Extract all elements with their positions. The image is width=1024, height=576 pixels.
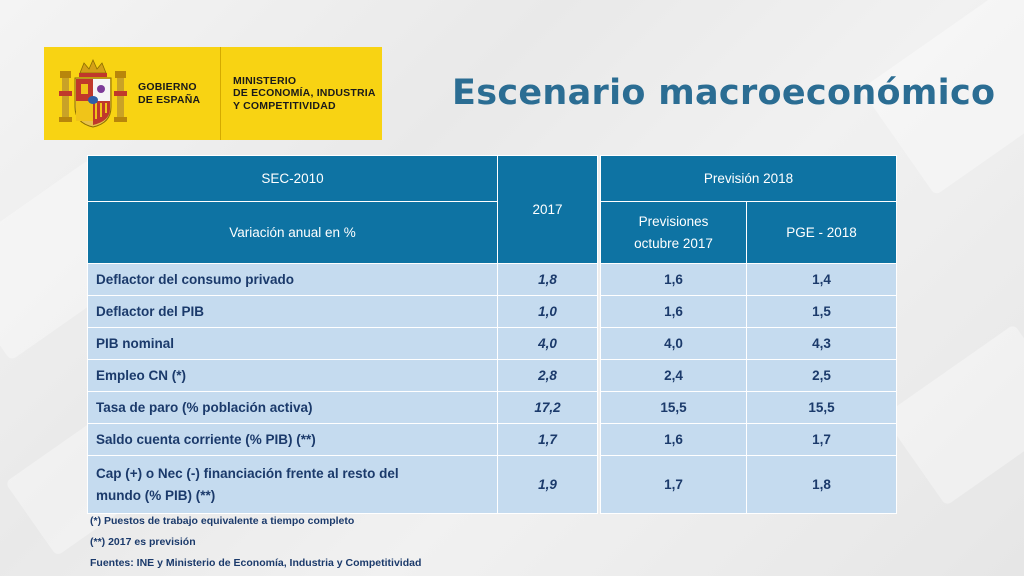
table-row: 4,0 4,3	[600, 327, 897, 360]
government-logo-banner: GOBIERNO DE ESPAÑA MINISTERIO DE ECONOMÍ…	[44, 47, 382, 140]
header-previsiones-octubre: Previsiones octubre 2017	[600, 201, 747, 264]
prevision-2018-table: Previsión 2018 Previsiones octubre 2017 …	[600, 155, 897, 514]
header-sec2010: SEC-2010	[87, 155, 498, 202]
table-row: PIB nominal 4,0	[87, 327, 598, 360]
table-row: 2,4 2,5	[600, 359, 897, 392]
value-previsiones-octubre: 4,0	[600, 327, 747, 360]
footnote-sources: Fuentes: INE y Ministerio de Economía, I…	[90, 557, 422, 569]
table-row: Empleo CN (*) 2,8	[87, 359, 598, 392]
table-row: 1,6 1,7	[600, 423, 897, 456]
value-previsiones-octubre: 1,6	[600, 295, 747, 328]
table-row: Tasa de paro (% población activa) 17,2	[87, 391, 598, 424]
gobierno-text: GOBIERNO DE ESPAÑA	[138, 81, 208, 106]
row-label: Deflactor del consumo privado	[87, 263, 498, 296]
value-pge-2018: 1,8	[746, 455, 897, 514]
ministerio-text: MINISTERIO DE ECONOMÍA, INDUSTRIA Y COMP…	[233, 75, 376, 113]
sec2010-table: SEC-2010 2017 Variación anual en % Defla…	[87, 155, 598, 514]
background-decoration	[882, 324, 1024, 506]
table-row: 1,7 1,8	[600, 455, 897, 514]
header-variacion: Variación anual en %	[87, 201, 498, 264]
gobierno-line: GOBIERNO	[138, 81, 197, 93]
table-row: Deflactor del PIB 1,0	[87, 295, 598, 328]
value-previsiones-octubre: 1,6	[600, 263, 747, 296]
value-previsiones-octubre: 1,6	[600, 423, 747, 456]
table-row: 1,6 1,4	[600, 263, 897, 296]
value-pge-2018: 1,7	[746, 423, 897, 456]
table-row: 15,5 15,5	[600, 391, 897, 424]
table-row: Saldo cuenta corriente (% PIB) (**) 1,7	[87, 423, 598, 456]
footnote-empleo: (*) Puestos de trabajo equivalente a tie…	[90, 515, 355, 527]
value-2017: 2,8	[497, 359, 598, 392]
row-label: PIB nominal	[87, 327, 498, 360]
value-previsiones-octubre: 2,4	[600, 359, 747, 392]
table-row: Cap (+) o Nec (-) financiación frente al…	[87, 455, 598, 514]
footnote-prevision: (**) 2017 es previsión	[90, 536, 196, 548]
row-label: Tasa de paro (% población activa)	[87, 391, 498, 424]
value-pge-2018: 1,5	[746, 295, 897, 328]
page-title: Escenario macroeconómico	[452, 73, 996, 113]
value-2017: 4,0	[497, 327, 598, 360]
value-pge-2018: 4,3	[746, 327, 897, 360]
coat-of-arms-icon	[58, 55, 128, 133]
gobierno-line: DE ESPAÑA	[138, 93, 201, 106]
header-prevision-2018: Previsión 2018	[600, 155, 897, 202]
value-previsiones-octubre: 1,7	[600, 455, 747, 514]
row-label: Empleo CN (*)	[87, 359, 498, 392]
table-row: 1,6 1,5	[600, 295, 897, 328]
value-2017: 17,2	[497, 391, 598, 424]
value-2017: 1,0	[497, 295, 598, 328]
header-pge-2018: PGE - 2018	[746, 201, 897, 264]
value-2017: 1,8	[497, 263, 598, 296]
value-previsiones-octubre: 15,5	[600, 391, 747, 424]
value-2017: 1,9	[497, 455, 598, 514]
header-2017: 2017	[497, 155, 598, 264]
row-label: Cap (+) o Nec (-) financiación frente al…	[87, 455, 498, 514]
ministerio-line: MINISTERIO	[233, 74, 297, 87]
value-2017: 1,7	[497, 423, 598, 456]
logo-divider	[220, 47, 221, 140]
table-row: Deflactor del consumo privado 1,8	[87, 263, 598, 296]
value-pge-2018: 2,5	[746, 359, 897, 392]
row-label: Deflactor del PIB	[87, 295, 498, 328]
ministerio-line: DE ECONOMÍA, INDUSTRIA	[233, 87, 376, 100]
value-pge-2018: 15,5	[746, 391, 897, 424]
ministerio-line: Y COMPETITIVIDAD	[233, 99, 336, 112]
value-pge-2018: 1,4	[746, 263, 897, 296]
row-label: Saldo cuenta corriente (% PIB) (**)	[87, 423, 498, 456]
